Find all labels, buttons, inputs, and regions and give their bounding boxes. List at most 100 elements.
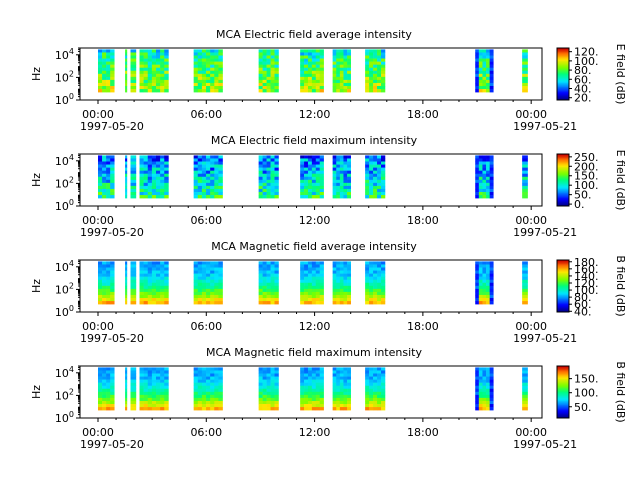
heatmap-cell (151, 185, 157, 190)
heatmap-cell (164, 86, 169, 90)
heatmap-cell (315, 400, 320, 405)
heatmap-cell (319, 367, 324, 371)
heatmap-cell (373, 61, 378, 65)
heatmap-cell (489, 185, 494, 190)
heatmap-cell (307, 388, 313, 393)
heatmap-cell (262, 264, 267, 268)
heatmap-cell (315, 367, 320, 371)
y-tick-label: 100 (55, 304, 74, 319)
heatmap-cell (377, 188, 382, 193)
heatmap-cell (489, 370, 494, 374)
heatmap-cell (110, 382, 115, 387)
heatmap-cell (274, 294, 279, 299)
heatmap-cell (365, 388, 370, 393)
heatmap-cell (482, 285, 487, 290)
heatmap-cell (369, 279, 374, 284)
heatmap-cell (139, 73, 144, 78)
heatmap-cell (304, 61, 309, 65)
heatmap-cell (274, 195, 279, 199)
heatmap-cell (151, 49, 157, 53)
heatmap-cell (270, 158, 275, 162)
heatmap-cell (475, 49, 480, 53)
heatmap-cell (489, 167, 494, 171)
heatmap-cell (130, 282, 137, 287)
heatmap-cell (214, 400, 219, 405)
heatmap-cell (102, 176, 107, 181)
heatmap-cell (373, 188, 378, 193)
heatmap-cell (214, 182, 219, 187)
heatmap-cell (347, 158, 351, 162)
heatmap-cell (110, 376, 115, 380)
heatmap-cell (339, 264, 344, 268)
heatmap-cell (343, 182, 348, 187)
heatmap-cell (151, 176, 157, 181)
heatmap-cell (315, 267, 320, 271)
heatmap-cell (304, 55, 309, 59)
heatmap-cell (311, 176, 317, 181)
colorbar-segment (557, 96, 569, 98)
heatmap-cell (304, 176, 309, 181)
heatmap-cell (347, 67, 351, 72)
heatmap-cell (315, 64, 320, 69)
heatmap-cell (214, 370, 219, 374)
heatmap-cell (339, 282, 344, 287)
heatmap-cell (218, 185, 223, 190)
heatmap-cell (262, 161, 267, 165)
heatmap-cell (315, 164, 320, 168)
heatmap-cell (311, 270, 317, 274)
heatmap-cell (258, 173, 263, 178)
heatmap-cell (369, 367, 374, 371)
heatmap-cell (332, 70, 337, 75)
heatmap-cell (125, 391, 128, 396)
heatmap-cell (311, 192, 317, 196)
heatmap-cell (486, 58, 490, 62)
heatmap-cell (369, 76, 374, 81)
heatmap-cell (381, 195, 386, 199)
heatmap-cell (266, 67, 271, 72)
heatmap-cell (365, 373, 370, 377)
heatmap-cell (365, 291, 370, 296)
heatmap-cell (106, 73, 111, 78)
heatmap-cell (106, 167, 111, 171)
heatmap-cell (347, 195, 351, 199)
heatmap-cell (266, 379, 271, 383)
heatmap-cell (339, 185, 344, 190)
heatmap-cell (151, 391, 157, 396)
heatmap-cell (143, 391, 149, 396)
heatmap-cell (311, 298, 317, 302)
heatmap-cell (160, 394, 165, 399)
heatmap-cell (522, 182, 528, 187)
heatmap-cell (258, 394, 263, 399)
heatmap-cell (319, 404, 324, 408)
heatmap-cell (197, 270, 203, 274)
colorbar-segment (557, 263, 569, 266)
heatmap-cell (381, 264, 386, 268)
heatmap-cell (332, 61, 337, 65)
colorbar: 40.60.80.100.120.140.160.180. B field (dB… (556, 255, 627, 318)
heatmap-cell (315, 58, 320, 62)
heatmap-cell (151, 61, 157, 65)
heatmap-cell (343, 388, 348, 393)
colorbar-segment (557, 75, 569, 77)
heatmap-cell (304, 185, 309, 190)
heatmap-cell (262, 167, 267, 171)
heatmap-cell (369, 173, 374, 178)
heatmap-cell (343, 161, 348, 165)
heatmap-cell (206, 298, 211, 302)
heatmap-cell (210, 282, 215, 287)
colorbar-segment (557, 292, 569, 295)
heatmap-cell (258, 279, 263, 284)
heatmap-cell (98, 388, 103, 393)
heatmap-cell (365, 267, 370, 271)
heatmap-cell (522, 394, 528, 399)
heatmap-cell (478, 67, 483, 72)
heatmap-cell (304, 298, 309, 302)
heatmap-cell (304, 288, 309, 293)
heatmap-cell (160, 195, 165, 199)
heatmap-cell (130, 394, 137, 399)
heatmap-cell (381, 58, 386, 62)
heatmap-cell (489, 279, 494, 284)
heatmap-cell (258, 86, 263, 90)
heatmap-cell (201, 155, 207, 159)
heatmap-cell (478, 373, 483, 377)
